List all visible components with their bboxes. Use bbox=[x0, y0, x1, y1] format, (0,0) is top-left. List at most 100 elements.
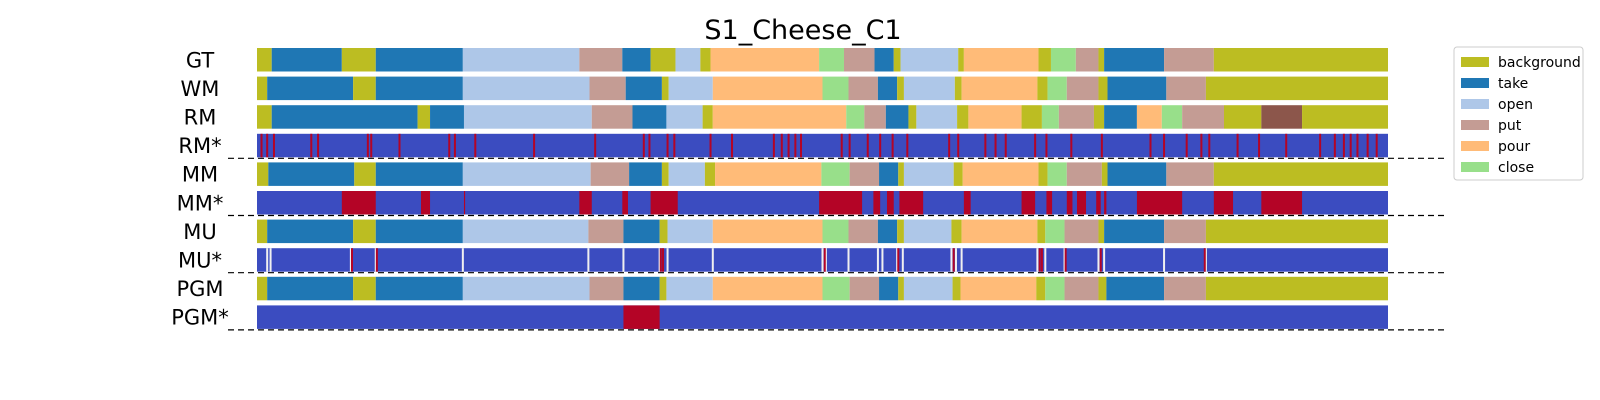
segment-background bbox=[341, 48, 376, 72]
segment-pour bbox=[712, 276, 823, 301]
segment-close bbox=[821, 162, 850, 186]
segment-pour bbox=[712, 105, 847, 129]
row-mm: MM bbox=[182, 162, 1388, 187]
segment-close bbox=[1161, 105, 1183, 129]
row-label: PGM bbox=[176, 277, 223, 301]
segment-take bbox=[267, 76, 354, 101]
error-tick bbox=[673, 133, 676, 158]
error-span bbox=[963, 191, 971, 215]
segment-take bbox=[879, 162, 899, 186]
segment-open bbox=[462, 219, 589, 244]
segment-background bbox=[1098, 276, 1107, 301]
error-span bbox=[579, 191, 592, 215]
error-tick bbox=[787, 133, 790, 158]
error-span bbox=[1213, 191, 1234, 215]
uncertain-tick bbox=[374, 248, 377, 272]
correct-bar bbox=[257, 305, 1388, 329]
segment-background bbox=[898, 276, 904, 301]
uncertain-tick bbox=[1204, 248, 1207, 272]
error-tick bbox=[1038, 248, 1041, 272]
segment-take bbox=[874, 48, 894, 72]
segment-put bbox=[591, 105, 633, 129]
error-tick bbox=[1100, 133, 1103, 158]
row-pgm: PGM bbox=[176, 276, 1388, 301]
error-tick bbox=[1004, 133, 1007, 158]
segment-background bbox=[353, 219, 376, 244]
segment-background bbox=[893, 48, 901, 72]
segment-background bbox=[908, 105, 917, 129]
error-tick bbox=[952, 248, 955, 272]
segment-put bbox=[864, 105, 886, 129]
error-tick bbox=[1349, 133, 1352, 158]
segment-open bbox=[666, 276, 713, 301]
segment-put bbox=[1166, 76, 1206, 101]
segment-background bbox=[353, 276, 376, 301]
segment-pour bbox=[962, 162, 1039, 186]
segment-background bbox=[1038, 162, 1048, 186]
error-tick bbox=[366, 133, 369, 158]
segment-background bbox=[704, 162, 716, 186]
error-tick bbox=[272, 133, 275, 158]
legend-label: take bbox=[1498, 76, 1528, 92]
segment-open bbox=[903, 162, 954, 186]
segment-background bbox=[257, 105, 272, 129]
uncertain-tick bbox=[881, 248, 884, 272]
uncertain-tick bbox=[1036, 248, 1039, 272]
segment-background bbox=[1205, 219, 1388, 244]
segment-pour bbox=[961, 219, 1038, 244]
segment-take bbox=[877, 76, 898, 101]
segment-background bbox=[1224, 105, 1262, 129]
uncertain-tick bbox=[1063, 248, 1066, 272]
segment-close bbox=[1041, 105, 1059, 129]
uncertain-tick bbox=[666, 248, 669, 272]
uncertain-tick bbox=[711, 248, 714, 272]
error-tick bbox=[666, 133, 669, 158]
segment-close bbox=[1050, 48, 1076, 72]
uncertain-tick bbox=[266, 248, 269, 272]
segment-put bbox=[579, 48, 623, 72]
row-mm-star: MM* bbox=[177, 191, 1445, 217]
segment-put bbox=[1164, 276, 1206, 301]
error-tick bbox=[648, 133, 651, 158]
segment-take bbox=[1104, 48, 1165, 72]
segment-put bbox=[588, 219, 624, 244]
error-tick bbox=[266, 133, 269, 158]
segment-open bbox=[916, 105, 958, 129]
error-tick bbox=[453, 133, 456, 158]
error-tick bbox=[823, 248, 826, 272]
error-tick bbox=[659, 248, 662, 272]
row-mu-star: MU* bbox=[178, 248, 1445, 274]
segment-open bbox=[668, 76, 713, 101]
rows-group: GT WM RM RM* MM MM* MU MU* PGM PGM* bbox=[171, 48, 1445, 331]
segment-take bbox=[1104, 105, 1137, 129]
segment-background bbox=[1021, 105, 1042, 129]
segment-put bbox=[843, 48, 875, 72]
error-tick bbox=[780, 133, 783, 158]
segment-background bbox=[957, 105, 969, 129]
uncertain-tick bbox=[622, 248, 625, 272]
error-tick bbox=[1366, 133, 1369, 158]
segment-background bbox=[1205, 76, 1388, 101]
error-tick bbox=[351, 248, 354, 272]
error-span bbox=[420, 191, 431, 215]
legend-label: close bbox=[1498, 160, 1534, 176]
error-span bbox=[1021, 191, 1036, 215]
segment-take bbox=[267, 219, 354, 244]
segment-put bbox=[1058, 105, 1094, 129]
segment-take bbox=[430, 105, 464, 129]
error-tick bbox=[1070, 133, 1073, 158]
error-span bbox=[1076, 191, 1087, 215]
error-tick bbox=[1258, 133, 1261, 158]
error-span bbox=[1046, 191, 1053, 215]
segment-pour bbox=[968, 105, 1022, 129]
row-label: MM bbox=[182, 163, 218, 187]
error-tick bbox=[1045, 133, 1048, 158]
segment-take bbox=[271, 48, 342, 72]
segment-background bbox=[659, 219, 668, 244]
error-span bbox=[622, 191, 628, 215]
uncertain-tick bbox=[658, 248, 661, 272]
segment-take bbox=[632, 105, 667, 129]
error-tick bbox=[398, 133, 401, 158]
segment-pour bbox=[963, 48, 1039, 72]
error-tick bbox=[984, 133, 987, 158]
